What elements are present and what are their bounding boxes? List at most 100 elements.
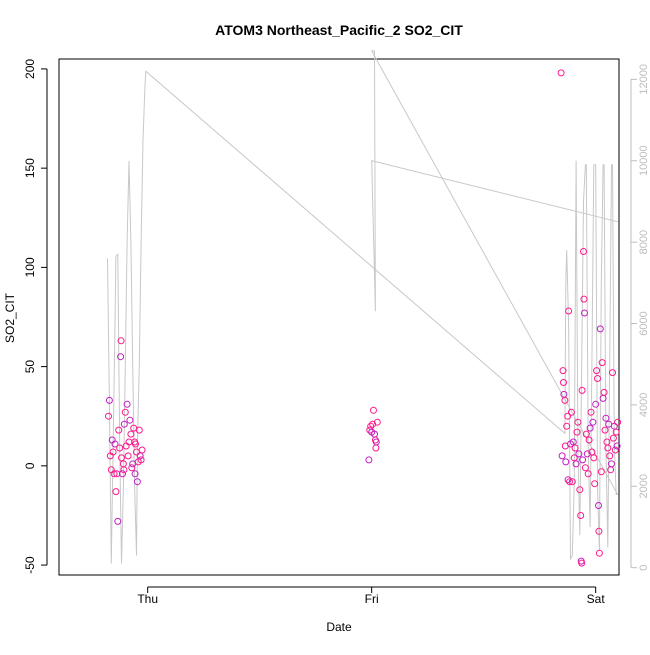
scatter-point	[609, 434, 617, 442]
scatter-point	[110, 470, 118, 478]
y-tick-label-left: 200	[23, 59, 37, 79]
y-tick-label-right: 12000	[638, 64, 650, 95]
scatter-point	[584, 470, 592, 478]
scatter-point	[372, 444, 380, 452]
scatter-point	[581, 464, 589, 472]
scatter-point	[120, 420, 128, 428]
scatter-point	[558, 452, 566, 460]
scatter-point	[614, 418, 622, 426]
scatter-point	[117, 353, 125, 361]
scatter-point	[116, 444, 124, 452]
scatter-point	[596, 325, 604, 333]
scatter-point	[127, 430, 135, 438]
scatter-point	[602, 414, 610, 422]
scatter-point	[370, 406, 377, 414]
scatter-point	[604, 444, 612, 452]
scatter-point	[597, 468, 605, 476]
secondary-line-layer	[107, 50, 619, 564]
scatter-point	[366, 426, 374, 434]
plot-area	[58, 58, 620, 576]
y-tick-label-right: 2000	[638, 474, 650, 498]
y-tick-label-left: -50	[23, 556, 37, 574]
scatter-point	[564, 476, 572, 484]
scatter-point	[109, 448, 117, 456]
scatter-point	[105, 412, 112, 420]
scatter-point	[129, 460, 137, 468]
scatter-point	[589, 418, 597, 426]
scatter-point	[580, 248, 587, 255]
scatter-point	[576, 486, 584, 494]
scatter-point	[135, 426, 143, 434]
scatter-point	[581, 309, 588, 317]
scatter-point	[560, 379, 567, 386]
scatter-point	[567, 408, 575, 416]
scatter-point	[582, 430, 590, 438]
scatter-point	[111, 440, 119, 448]
scatter-point	[105, 396, 113, 404]
scatter-point	[609, 369, 616, 377]
secondary-series-line	[107, 50, 619, 564]
scatter-point	[126, 416, 134, 424]
x-axis: Thu Fri Sat	[137, 586, 606, 606]
scatter-point	[566, 478, 573, 486]
scatter-point	[118, 454, 125, 462]
scatter-point	[562, 458, 570, 466]
scatter-point	[595, 527, 603, 535]
scatter-point	[606, 452, 614, 460]
scatter-point	[579, 456, 587, 464]
scatter-point	[137, 456, 145, 464]
scatter-point	[124, 452, 132, 460]
scatter-point	[598, 359, 606, 367]
scatter-point	[595, 549, 603, 557]
scatter-point	[585, 436, 593, 444]
scatter-point	[586, 424, 594, 432]
scatter-point	[572, 460, 580, 468]
scatter-point	[608, 460, 615, 468]
scatter-point	[121, 408, 129, 416]
scatter-point	[593, 367, 601, 375]
scatter-point	[132, 440, 139, 448]
y-axis-right: 0 2000 4000 6000 8000 10000 12000	[630, 64, 650, 571]
scatter-point	[373, 418, 381, 426]
scatter-point	[563, 422, 571, 430]
x-tick-label: Thu	[137, 592, 158, 606]
scatter-point	[574, 418, 582, 426]
scatter-point	[571, 444, 579, 452]
scatter-point	[583, 450, 591, 458]
y-axis-label: SO2_CIT	[3, 292, 17, 343]
scatter-point	[131, 470, 139, 478]
scatter-point	[133, 478, 141, 486]
scatter-point	[573, 428, 581, 436]
scatter-point	[559, 367, 567, 375]
scatter-point	[372, 438, 380, 446]
y-tick-label-right: 10000	[638, 145, 650, 176]
y-tick-label-right: 8000	[638, 230, 650, 254]
scatter-point	[611, 446, 619, 454]
scatter-point	[587, 408, 595, 416]
scatter-point	[590, 454, 598, 462]
scatter-point	[115, 426, 123, 434]
scatter-point	[365, 456, 373, 464]
scatter-point	[600, 388, 608, 396]
scatter-point	[568, 478, 576, 486]
y-tick-label-left: 50	[23, 360, 37, 374]
x-axis-label: Date	[326, 620, 352, 634]
y-tick-label-left: 0	[23, 462, 37, 469]
scatter-point	[119, 470, 126, 478]
scatter-point	[138, 446, 146, 454]
scatter-point	[570, 454, 578, 462]
scatter-point	[561, 396, 569, 404]
y-tick-label-left: 100	[23, 257, 37, 277]
scatter-point	[592, 400, 600, 408]
x-tick-label: Fri	[365, 592, 379, 606]
scatter-point	[114, 517, 122, 525]
scatter-point	[594, 375, 601, 382]
scatter-point	[120, 466, 128, 474]
y-tick-label-right: 0	[638, 565, 650, 571]
scatter-point-layer	[105, 69, 622, 567]
x-tick-label: Sat	[587, 592, 606, 606]
scatter-point	[591, 480, 599, 488]
y-tick-label-right: 6000	[638, 311, 650, 335]
